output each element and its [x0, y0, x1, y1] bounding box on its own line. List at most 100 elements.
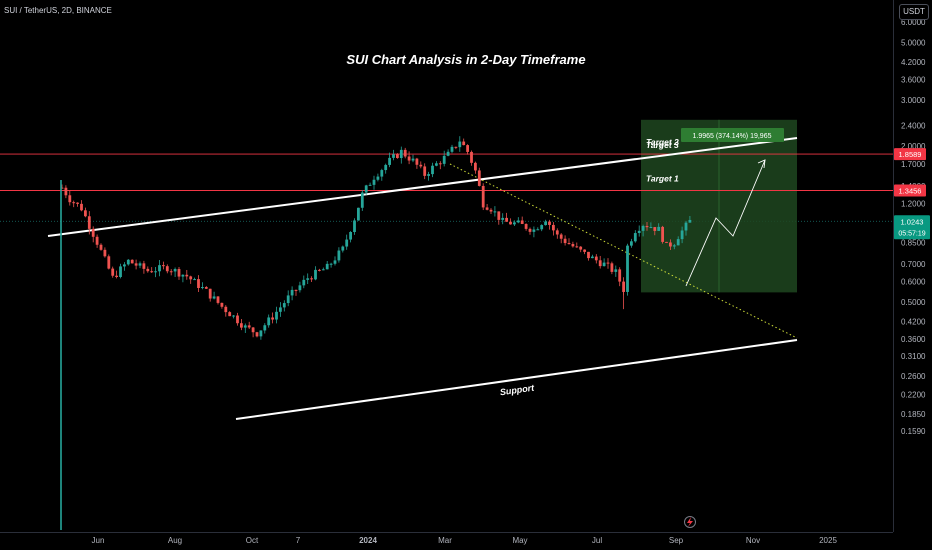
candle-body [676, 239, 680, 246]
target-label: Target 1 [646, 174, 679, 184]
symbol-label: SUI / TetherUS, 2D, BINANCE [4, 6, 112, 15]
candle-body [146, 268, 150, 272]
candle-body [598, 260, 602, 267]
current-price-tag [894, 215, 930, 240]
y-tick-label: 3.0000 [901, 96, 926, 105]
candle-body [438, 163, 442, 165]
candle-body [610, 263, 614, 272]
candle-body [594, 256, 598, 261]
candle-body [360, 192, 364, 208]
candle-body [197, 279, 200, 288]
candle-body [337, 250, 341, 261]
candle-body [645, 225, 649, 228]
y-tick-label: 0.3100 [901, 352, 926, 361]
candle-body [368, 184, 372, 186]
candle-body [540, 225, 544, 230]
candle-body [185, 274, 189, 277]
candle-body [524, 223, 528, 229]
candle-body [259, 330, 263, 337]
candle-body [672, 245, 676, 247]
target-price-tag [894, 184, 926, 197]
downtrend-line [449, 163, 798, 339]
support-line [235, 339, 798, 420]
target-label: Target 3 [646, 140, 679, 150]
candle-body [310, 278, 313, 280]
candle-body [407, 156, 411, 161]
measure-value: 1.9965 (374.14%) 19,965 [692, 133, 771, 140]
candle-body [563, 238, 567, 244]
candle-body [138, 263, 142, 266]
candle-body [290, 289, 294, 296]
candle-body [240, 323, 243, 328]
candle-body [485, 207, 489, 210]
y-tick-label: 5.0000 [901, 39, 926, 48]
candle-body [587, 251, 590, 259]
candle-body [364, 185, 368, 193]
candle-body [232, 315, 235, 317]
price-axis [893, 0, 932, 550]
y-tick-label: 3.6000 [901, 76, 926, 85]
x-tick-label: Oct [246, 536, 259, 545]
candle-body [76, 202, 79, 204]
candle-body [298, 285, 302, 291]
candle-body [150, 271, 154, 273]
candle-body [91, 228, 95, 237]
candle-body [87, 216, 91, 229]
y-tick-label: 6.0000 [901, 18, 926, 27]
x-tick-label: May [512, 536, 527, 545]
candle-body [216, 296, 220, 303]
candle-body [247, 325, 251, 328]
candle-body [107, 256, 111, 269]
candle-body [552, 224, 555, 231]
y-tick-label: 2.4000 [901, 121, 926, 130]
projection-path [685, 159, 766, 287]
currency-button[interactable]: USDT [899, 4, 929, 20]
candle-body [271, 317, 274, 320]
candle-body [477, 170, 481, 186]
candle-body [64, 187, 68, 196]
y-tick-label: 1.2000 [901, 199, 926, 208]
candle-body [173, 269, 177, 272]
y-tick-label: 0.7000 [901, 260, 926, 269]
candle-body [454, 146, 458, 148]
candle-body [653, 227, 657, 231]
candle-body [419, 164, 423, 167]
target-label: Target 2 [646, 137, 679, 147]
candle-body [306, 278, 310, 280]
candle-body [325, 263, 329, 270]
candle-body [321, 269, 325, 271]
candle-body [442, 155, 446, 164]
candle-body [462, 141, 466, 146]
candle-body [126, 259, 130, 265]
candle-body [267, 317, 271, 326]
candle-body [399, 149, 403, 159]
candle-body [349, 232, 352, 240]
y-tick-label: 4.2000 [901, 58, 926, 67]
candle-body [591, 256, 594, 259]
candle-body [204, 287, 208, 289]
candle-body [571, 244, 575, 247]
candle-body [497, 211, 501, 220]
candle-body [684, 222, 688, 231]
candle-body [154, 271, 157, 273]
candle-body [345, 239, 349, 247]
x-tick-label: Aug [168, 536, 182, 545]
x-tick-label: Sep [669, 536, 684, 545]
y-tick-label: 0.1590 [901, 427, 926, 436]
candle-body [680, 230, 684, 240]
candle-body [520, 220, 524, 224]
candle-body [513, 222, 516, 225]
candle-body [403, 149, 407, 157]
candle-body [294, 289, 298, 291]
candle-body [637, 230, 641, 234]
candle-body [282, 303, 286, 308]
target-price-tag [894, 148, 926, 161]
candle-body [228, 312, 232, 317]
projection-arrowhead [757, 159, 766, 169]
y-tick-label: 0.2200 [901, 391, 926, 400]
candle-body [130, 259, 134, 264]
candle-body [220, 302, 224, 307]
candle-body [263, 325, 267, 331]
candle-body [236, 315, 239, 324]
